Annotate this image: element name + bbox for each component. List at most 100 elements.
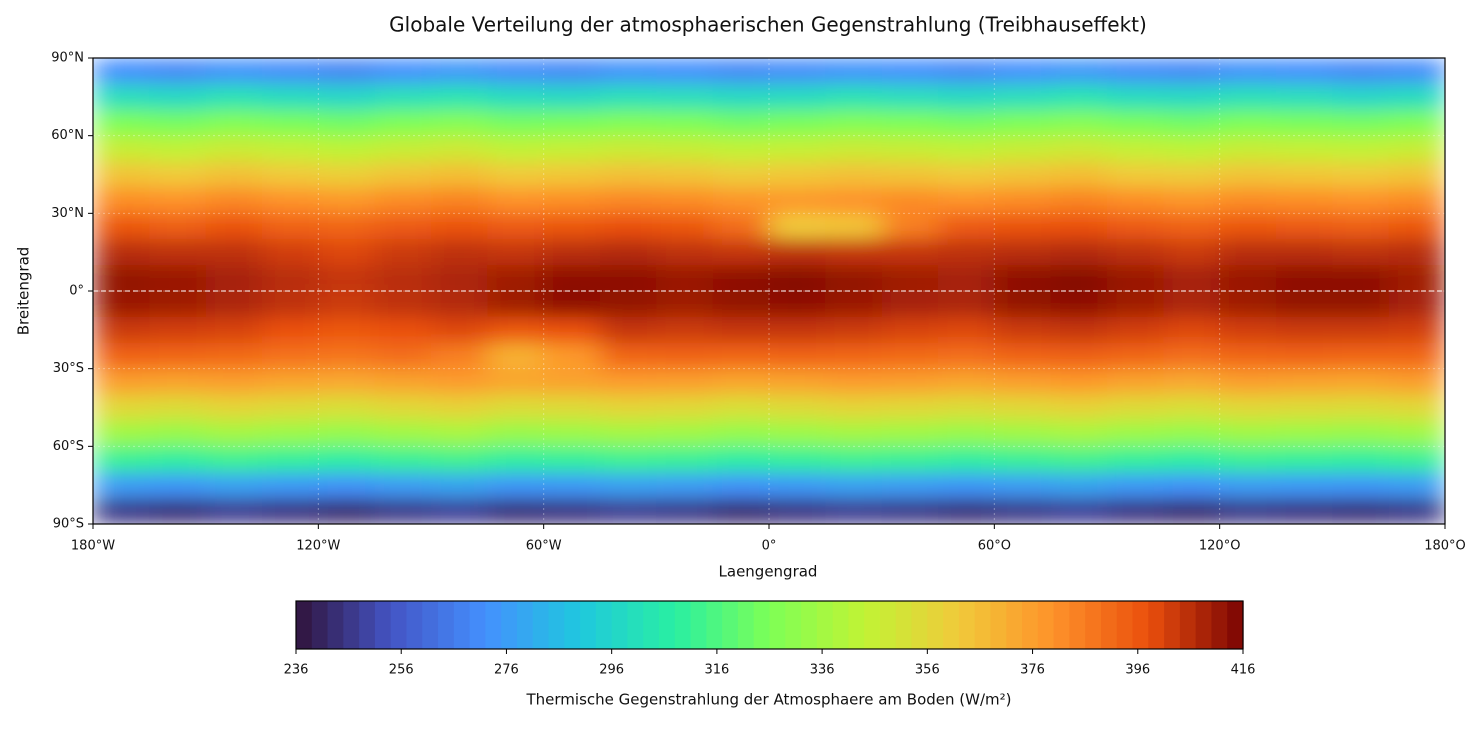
heat-cell (825, 239, 883, 266)
heat-cell (262, 472, 319, 499)
colorbar-step (485, 601, 502, 649)
heat-cell (487, 239, 545, 266)
heat-cell (1276, 446, 1333, 473)
heat-cell (825, 187, 883, 214)
y-axis-label: Breitengrad (15, 247, 33, 336)
heat-cell (1163, 472, 1221, 499)
heat-cell (431, 135, 488, 163)
heat-cell (374, 187, 432, 214)
heatmap-cells (93, 58, 1445, 524)
heat-cell (1219, 161, 1277, 188)
colorbar-step (359, 601, 376, 649)
heat-cell (881, 83, 939, 111)
overlay: 180°W 120°W 60°W 0° 60°O 120°O 180°O 90°S 60°S 30… (51, 51, 1466, 678)
heat-cell (1050, 83, 1108, 111)
heat-cell (1163, 446, 1221, 473)
heat-cell (1388, 265, 1445, 292)
heat-cell (1219, 83, 1277, 111)
heat-cell (769, 187, 826, 214)
heat-cell (825, 498, 883, 524)
heat-cell (543, 316, 601, 344)
heat-cell (881, 109, 939, 137)
heat-cell (431, 342, 488, 370)
heat-cell (938, 58, 995, 85)
heat-cell (1219, 187, 1277, 214)
heat-cell (1219, 135, 1277, 163)
colorbar-step (469, 601, 486, 649)
heat-cell (1163, 342, 1221, 370)
heat-cell (825, 291, 883, 318)
heat-cell (1276, 187, 1333, 214)
heat-cell (487, 316, 545, 344)
colorbar-step (580, 601, 597, 649)
heat-cell (262, 265, 319, 292)
heat-cell (205, 446, 263, 473)
heat-cell (769, 368, 826, 396)
heat-cell (769, 394, 826, 421)
heat-cell (374, 135, 432, 163)
heat-cell (881, 420, 939, 447)
heat-cell (1276, 420, 1333, 447)
heat-cell (769, 446, 826, 473)
heat-cell (1332, 109, 1390, 137)
heat-cell (600, 239, 657, 266)
heat-cell (1163, 58, 1221, 85)
heat-cell (994, 342, 1052, 370)
colorbar-step (1148, 601, 1165, 649)
heat-cell (656, 291, 714, 318)
heat-cell (712, 316, 770, 344)
heat-cell (1276, 239, 1333, 266)
heat-cell (1332, 446, 1390, 473)
heat-cell (487, 213, 545, 240)
heat-cell (994, 420, 1052, 447)
colorbar-step (737, 601, 755, 649)
heat-cell (149, 187, 207, 214)
heat-cell (1219, 342, 1277, 370)
heat-cell (1163, 239, 1221, 266)
heat-cell (93, 83, 150, 111)
heat-cell (262, 291, 319, 318)
heat-cell (1163, 291, 1221, 318)
heat-cell (1276, 58, 1333, 85)
heat-cell (1107, 135, 1164, 163)
heat-cell (93, 420, 150, 447)
heat-cell (769, 213, 826, 240)
heat-cell (1107, 161, 1164, 188)
heat-cell (656, 498, 714, 524)
heat-cell (1163, 135, 1221, 163)
heat-cell (262, 420, 319, 447)
heat-cell (1107, 394, 1164, 421)
heat-cell (656, 472, 714, 499)
heat-cell (1050, 58, 1108, 85)
heat-cell (149, 316, 207, 344)
colorbar-step (1211, 601, 1228, 649)
colorbar-step (958, 601, 976, 649)
heat-cell (318, 498, 376, 524)
heat-cell (487, 394, 545, 421)
colorbar-step (1100, 601, 1118, 649)
heat-cell (1050, 109, 1108, 137)
heat-cell (938, 135, 995, 163)
heat-cell (205, 342, 263, 370)
colorbar-step (1037, 601, 1055, 649)
colorbar-step (879, 601, 897, 649)
heat-cell (205, 472, 263, 499)
heat-cell (600, 109, 657, 137)
heat-cell (1388, 58, 1445, 85)
heat-cell (487, 58, 545, 85)
heat-cell (543, 161, 601, 188)
colorbar-step (627, 601, 644, 649)
colorbar-step (1132, 601, 1149, 649)
heat-cell (1107, 446, 1164, 473)
heat-cell (93, 135, 150, 163)
heat-cell (1050, 265, 1108, 292)
heat-cell (149, 446, 207, 473)
heat-cell (262, 187, 319, 214)
heat-cell (1276, 265, 1333, 292)
heat-cell (1050, 135, 1108, 163)
heat-cell (1107, 498, 1164, 524)
heat-cell (825, 58, 883, 85)
heat-cell (1219, 368, 1277, 396)
heat-cell (374, 420, 432, 447)
colorbar-step (453, 601, 471, 649)
